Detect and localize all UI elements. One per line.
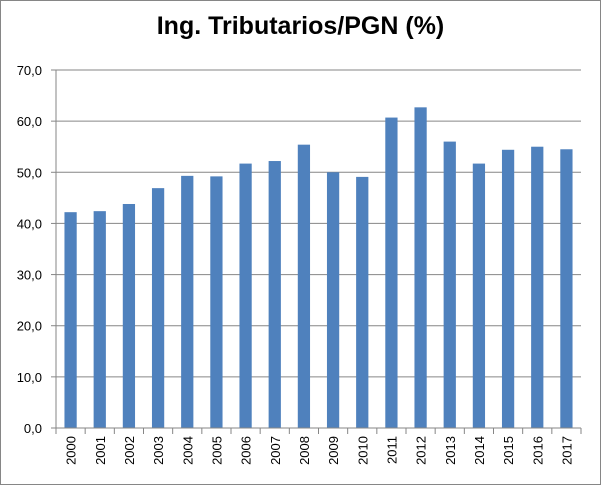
x-tick-label: 2016 <box>530 436 545 465</box>
bar-2004 <box>181 175 194 428</box>
bar-2011 <box>385 117 398 428</box>
bar-2013 <box>443 141 456 428</box>
bar-2008 <box>297 144 311 428</box>
gridlines <box>56 69 581 378</box>
bar-2007 <box>268 161 281 428</box>
bar-2014 <box>472 163 486 428</box>
x-tick-label: 2006 <box>239 436 254 465</box>
x-tick-label: 2010 <box>355 436 370 465</box>
x-tick-label: 2007 <box>268 436 283 465</box>
x-tick-label: 2012 <box>414 436 429 465</box>
chart-title: Ing. Tributarios/PGN (%) <box>156 12 445 40</box>
bar-2005 <box>210 176 223 428</box>
y-tick-label: 0,0 <box>24 421 42 436</box>
x-tick-label: 2011 <box>384 436 399 464</box>
y-tick-label: 50,0 <box>17 165 42 180</box>
bar-2009 <box>326 172 340 428</box>
bars <box>64 107 573 429</box>
bar-2000 <box>64 212 77 428</box>
bar-2010 <box>356 176 369 428</box>
y-tick-label: 40,0 <box>17 216 42 231</box>
x-tick-label: 2008 <box>297 436 312 465</box>
x-axis-ticks: 2000 2001 2002 2003 2004 2005 2006 2007 2008 2009… <box>64 436 575 465</box>
bar-2017 <box>560 149 573 428</box>
bar-2012 <box>414 107 427 428</box>
y-tick-label: 10,0 <box>17 370 42 385</box>
x-tick-label: 2003 <box>151 436 166 465</box>
y-tick-label: 70,0 <box>17 63 42 78</box>
x-tick-label: 2004 <box>180 436 195 465</box>
bar-2006 <box>239 163 252 428</box>
x-tick-label: 2014 <box>472 436 487 465</box>
x-tick-label: 2001 <box>93 436 108 465</box>
x-tick-label: 2002 <box>122 436 137 465</box>
bar-2003 <box>151 188 165 428</box>
x-tick-label: 2009 <box>326 436 341 465</box>
x-tick-label: 2005 <box>209 436 224 465</box>
x-tick-label: 2013 <box>443 436 458 465</box>
bar-2016 <box>531 146 544 428</box>
y-tick-label: 30,0 <box>17 268 42 283</box>
x-tick-label: 2017 <box>559 436 574 465</box>
x-tick-label: 2000 <box>64 436 79 465</box>
bar-2015 <box>501 149 515 429</box>
bar-2001 <box>93 211 106 428</box>
x-tick-label: 2015 <box>501 436 516 465</box>
y-axis-ticks: 0,0 10,0 20,0 30,0 40,0 50,0 60,0 70,0 <box>17 63 42 436</box>
axes <box>51 69 582 434</box>
y-tick-label: 20,0 <box>17 319 42 334</box>
y-tick-label: 60,0 <box>17 114 42 129</box>
bar-2002 <box>122 203 136 428</box>
